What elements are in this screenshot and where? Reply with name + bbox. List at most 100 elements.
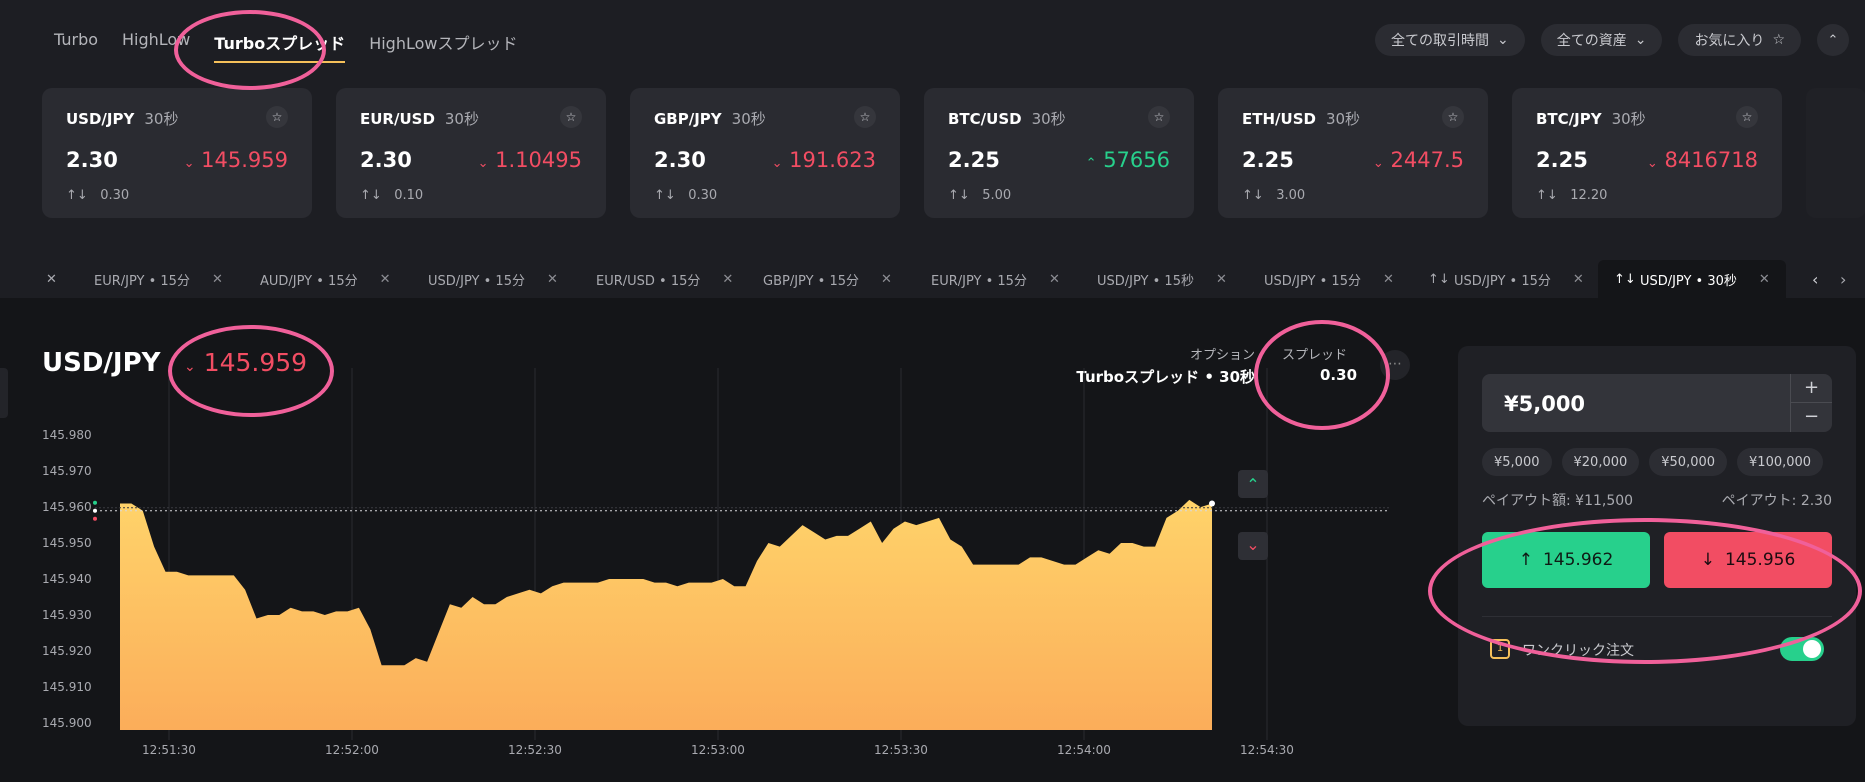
payout-rate: ペイアウト: 2.30 [1721,493,1832,509]
x-tick-label: 12:52:30 [508,743,562,757]
asset-card-partial[interactable] [1806,88,1865,218]
card-payout: 2.30 [360,148,412,172]
chart-tab[interactable]: EUR/USD • 15分 ✕ [596,260,733,298]
close-tab-icon[interactable]: ✕ [1215,271,1227,287]
preset-5000[interactable]: ¥5,000 [1482,448,1552,476]
asset-card[interactable]: USD/JPY 30秒 ☆ 2.30 ⌄ 145.959 ↑↓ 0.30 [42,88,312,218]
chart-tab[interactable]: USD/JPY • 15分 ✕ [428,260,558,298]
option-value: Turboスプレッド • 30秒 [1076,368,1255,386]
chart-tab[interactable]: ↑↓ USD/JPY • 30秒 ✕ [1598,260,1786,298]
chevron-left-icon[interactable]: ‹ [1812,269,1819,289]
spread-icon: ↑↓ [66,188,88,203]
x-tick-label: 12:54:30 [1240,743,1294,757]
chart-put-button[interactable] [1238,532,1268,560]
card-pair: BTC/JPY 30秒 [1536,108,1646,129]
chart-tab[interactable]: ↑↓ USD/JPY • 15分 ✕ [1428,260,1584,298]
nav-tab-highlow-spread[interactable]: HighLowスプレッド [369,34,518,53]
card-price-value: 145.959 [201,148,288,172]
highlight-circle [168,325,334,417]
amount-input[interactable]: ¥5,000 + − [1482,374,1832,432]
chevron-down-icon: ⌄ [1246,535,1259,554]
assets-label: 全ての資産 [1556,33,1627,49]
chart-call-button[interactable] [1238,470,1268,498]
preset-50000[interactable]: ¥50,000 [1649,448,1728,476]
asset-card[interactable]: ETH/USD 30秒 ☆ 2.25 ⌄ 2447.5 ↑↓ 3.00 [1218,88,1488,218]
collapse-button[interactable]: ⌃ [1817,24,1849,56]
spread-icon: ↑↓ [1242,188,1264,203]
card-pair-name: ETH/USD [1242,110,1316,128]
spread-icon: ↑↓ [1536,188,1558,203]
side-drawer-handle[interactable] [0,368,8,418]
card-duration: 30秒 [1325,110,1361,128]
chart-tab[interactable]: EUR/JPY • 15分 ✕ [931,260,1060,298]
close-tab-icon[interactable]: ✕ [881,271,892,287]
card-price-value: 8416718 [1664,148,1758,172]
asset-card[interactable]: BTC/JPY 30秒 ☆ 2.25 ⌄ 8416718 ↑↓ 12.20 [1512,88,1782,218]
card-payout: 2.25 [1242,148,1294,172]
trading-time-filter[interactable]: 全ての取引時間 ⌄ [1374,24,1525,56]
card-pair: EUR/USD 30秒 [360,108,479,129]
x-tick-label: 12:54:00 [1057,743,1111,757]
y-tick-label: 145.940 [42,572,92,586]
chart-tab-label: USD/JPY • 15分 [428,273,525,289]
favorite-star-icon[interactable]: ☆ [1148,106,1170,128]
card-spread: ↑↓ 12.20 [1536,188,1607,203]
increase-amount-button[interactable]: + [1790,374,1832,403]
nav-tab-highlow[interactable]: HighLow [122,30,191,49]
asset-card[interactable]: EUR/USD 30秒 ☆ 2.30 ⌄ 1.10495 ↑↓ 0.10 [336,88,606,218]
close-tab-icon[interactable]: ✕ [211,271,223,287]
chevron-down-icon: ⌄ [183,156,195,171]
close-tab-icon[interactable]: ✕ [1382,271,1394,287]
asset-card[interactable]: BTC/USD 30秒 ☆ 2.25 ⌃ 57656 ↑↓ 5.00 [924,88,1194,218]
card-duration: 30秒 [1611,110,1646,128]
x-tick-label: 12:51:30 [142,743,196,757]
asset-card[interactable]: GBP/JPY 30秒 ☆ 2.30 ⌄ 191.623 ↑↓ 0.30 [630,88,900,218]
chart-tab[interactable]: EUR/JPY • 15分 ✕ [94,260,223,298]
spread-icon: ↑↓ [1614,271,1636,287]
favorite-star-icon[interactable]: ☆ [1736,106,1758,128]
close-tab-icon[interactable]: ✕ [379,271,391,287]
price-chart[interactable]: 145.980 145.970 145.960 145.950 145.940 145.9… [0,358,1420,778]
star-icon: ☆ [1772,32,1785,48]
favorites-label: お気に入り [1694,33,1765,49]
card-price-value: 1.10495 [495,148,582,172]
close-tab-icon[interactable]: ✕ [1048,271,1060,287]
card-duration: 30秒 [444,110,479,128]
favorite-star-icon[interactable]: ☆ [854,106,876,128]
price-area [120,499,1212,730]
decrease-amount-button[interactable]: − [1790,403,1832,432]
card-spread-value: 3.00 [1276,188,1306,203]
preset-20000[interactable]: ¥20,000 [1561,448,1640,476]
y-tick-label: 145.960 [42,500,92,514]
chevron-right-icon[interactable]: › [1840,269,1847,289]
nav-tab-turbo[interactable]: Turbo [54,30,99,49]
close-tab-icon[interactable]: ✕ [1758,271,1770,287]
chart-tabs: ✕ ‹ › EUR/JPY • 15分 ✕ AUD/JPY • 15分 ✕ USD/JP… [0,260,1865,298]
y-tick-label: 145.910 [42,680,92,694]
close-tab-icon[interactable]: ✕ [1572,271,1584,287]
chart-tab[interactable]: GBP/JPY • 15分 ✕ [763,260,892,298]
chart-tab[interactable]: AUD/JPY • 15分 ✕ [260,260,391,298]
preset-100000[interactable]: ¥100,000 [1737,448,1824,476]
chart-tab[interactable]: USD/JPY • 15秒 ✕ [1097,260,1227,298]
favorite-star-icon[interactable]: ☆ [266,106,288,128]
favorite-star-icon[interactable]: ☆ [560,106,582,128]
close-tab-icon[interactable]: ✕ [546,271,558,287]
favorites-filter[interactable]: お気に入り ☆ [1678,24,1801,56]
card-payout: 2.25 [948,148,1000,172]
last-price-dot [1209,500,1215,507]
card-payout: 2.30 [66,148,118,172]
filter-bar: 全ての取引時間 ⌄ 全ての資産 ⌄ お気に入り ☆ ⌃ [1374,24,1849,56]
close-icon[interactable]: ✕ [46,271,57,287]
chevron-down-icon: ⌄ [1634,32,1647,48]
close-tab-icon[interactable]: ✕ [722,271,734,287]
card-spread: ↑↓ 0.10 [360,188,423,203]
card-pair: ETH/USD 30秒 [1242,108,1360,129]
assets-filter[interactable]: 全ての資産 ⌄ [1540,24,1663,56]
favorite-star-icon[interactable]: ☆ [1442,106,1464,128]
chart-tab-label: EUR/USD • 15分 [596,273,701,289]
card-spread: ↑↓ 0.30 [66,188,129,203]
chart-tab[interactable]: USD/JPY • 15分 ✕ [1264,260,1394,298]
spread-icon: ↑↓ [654,188,676,203]
card-pair-name: EUR/USD [360,110,435,128]
